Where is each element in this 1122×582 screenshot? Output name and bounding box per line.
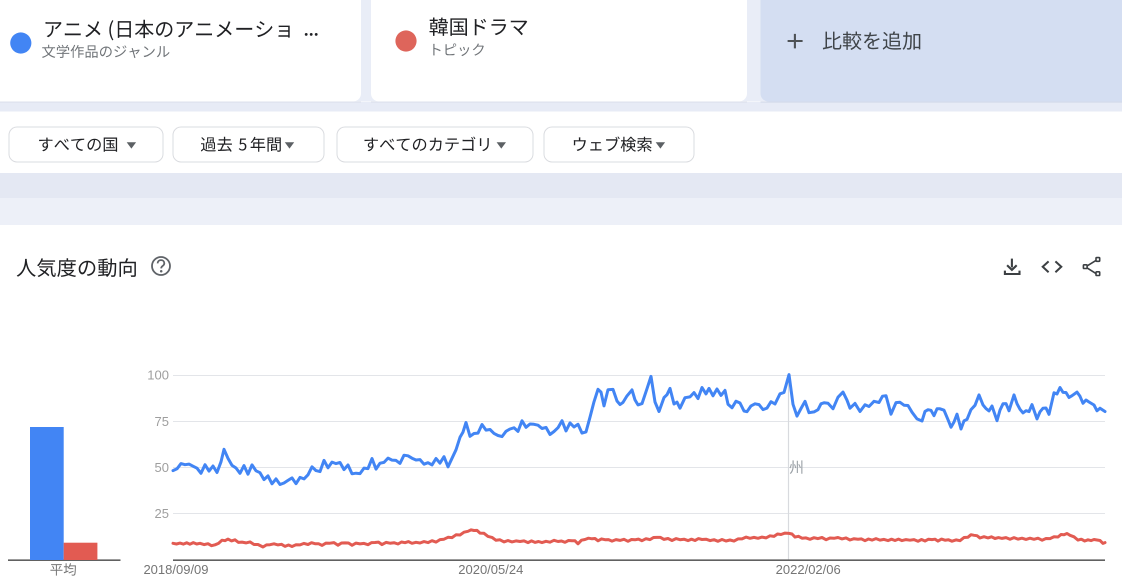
svg-text:75: 75 [155,414,169,429]
svg-text:100: 100 [147,368,169,383]
svg-text:2018/09/09: 2018/09/09 [143,562,208,577]
svg-text:50: 50 [155,460,169,475]
svg-text:2022/02/06: 2022/02/06 [776,562,841,577]
svg-text:25: 25 [155,506,169,521]
svg-text:2020/05/24: 2020/05/24 [458,562,523,577]
